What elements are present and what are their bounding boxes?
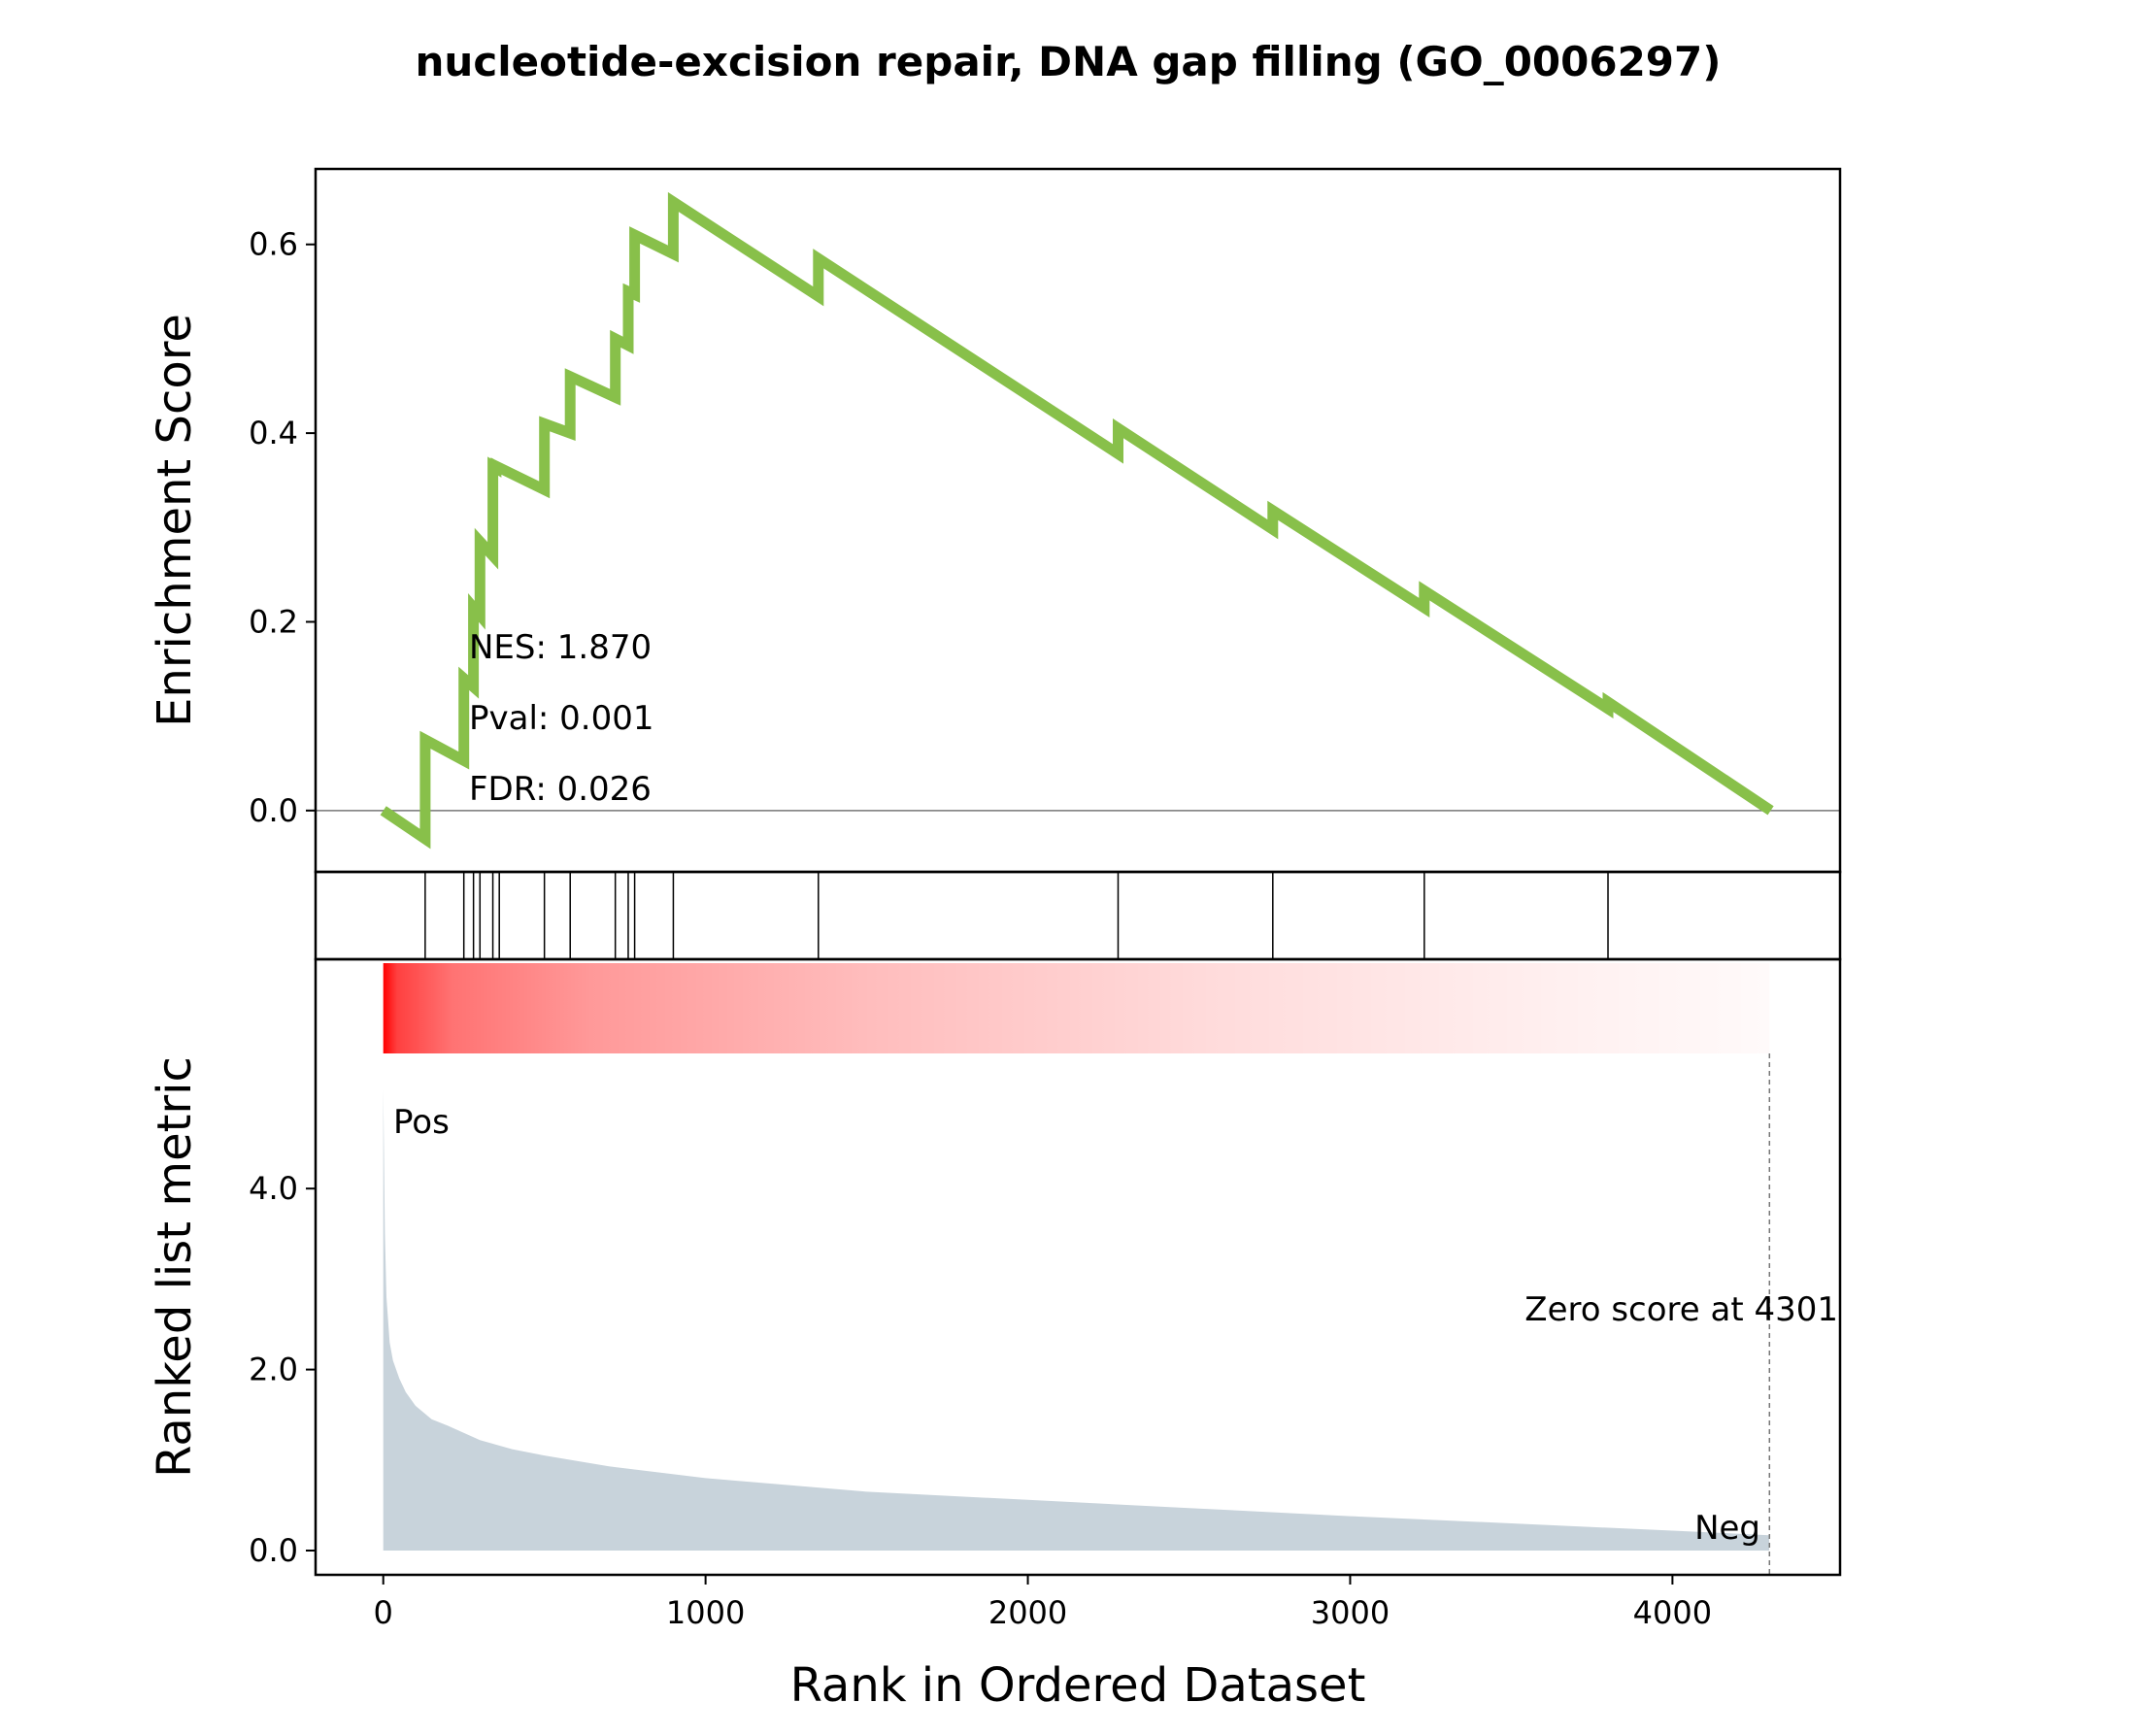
- x-ticks: 0 1000 2000 3000 4000: [374, 1575, 1712, 1631]
- ranked-y-tick-label: 0.0: [249, 1532, 298, 1569]
- enrichment-score-line: [380, 191, 1774, 850]
- x-axis-label: Rank in Ordered Dataset: [790, 1658, 1366, 1713]
- nes-label: NES: 1.870: [469, 628, 652, 667]
- x-tick-label: 1000: [666, 1594, 745, 1631]
- ranked-y-tick-label: 4.0: [249, 1170, 298, 1207]
- fdr-label: FDR: 0.026: [469, 770, 652, 809]
- zero-score-label: Zero score at 4301: [1524, 1290, 1838, 1329]
- ranked-frame: [314, 957, 1842, 1577]
- ranked-y-axis-label: Ranked list metric: [148, 1056, 202, 1478]
- hits-panel: [314, 870, 1842, 961]
- enrichment-panel: 0.0 0.2 0.4 0.6 NES: 1.870 Pval: 0.001 FDR:…: [148, 167, 1842, 874]
- pos-label: Pos: [393, 1103, 450, 1142]
- es-y-tick-label: 0.4: [249, 415, 298, 451]
- es-y-axis-label: Enrichment Score: [148, 314, 202, 727]
- x-tick-label: 3000: [1311, 1594, 1390, 1631]
- chart-title: nucleotide-excision repair, DNA gap fill…: [416, 38, 1722, 85]
- es-y-tick-label: 0.6: [249, 226, 298, 263]
- ranked-y-ticks: 0.0 2.0 4.0: [249, 1170, 316, 1569]
- rank-heatmap-bar: [383, 963, 1770, 1053]
- ranked-y-tick-label: 2.0: [249, 1352, 298, 1388]
- x-tick-label: 2000: [988, 1594, 1067, 1631]
- enrichment-frame: [314, 167, 1842, 874]
- x-tick-label: 4000: [1633, 1594, 1712, 1631]
- ranked-metric-area: [383, 1088, 1770, 1551]
- es-y-ticks: 0.0 0.2 0.4 0.6: [249, 226, 316, 829]
- ranked-panel: Pos Neg Zero score at 4301 0.0 2.0 4.0 0 10…: [148, 957, 1842, 1713]
- neg-label: Neg: [1694, 1509, 1760, 1548]
- hit-marks: [424, 872, 1609, 959]
- pval-label: Pval: 0.001: [469, 699, 654, 738]
- es-y-tick-label: 0.2: [249, 603, 298, 640]
- x-tick-label: 0: [374, 1594, 393, 1631]
- es-y-tick-label: 0.0: [249, 792, 298, 829]
